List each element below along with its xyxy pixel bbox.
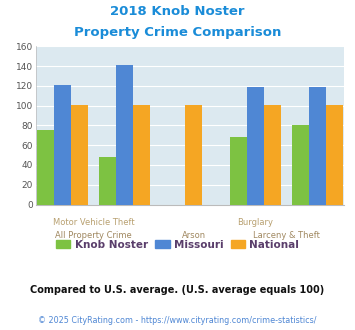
Bar (133, 105, 150, 205)
Bar (264, 105, 281, 205)
Bar (54, 85, 71, 205)
Bar (99, 157, 116, 205)
Bar (71, 105, 88, 205)
Bar (116, 65, 133, 205)
Text: Burglary: Burglary (237, 218, 274, 227)
Text: All Property Crime: All Property Crime (55, 231, 132, 240)
Text: © 2025 CityRating.com - https://www.cityrating.com/crime-statistics/: © 2025 CityRating.com - https://www.city… (38, 316, 317, 325)
Text: Compared to U.S. average. (U.S. average equals 100): Compared to U.S. average. (U.S. average … (31, 285, 324, 295)
Bar (326, 105, 343, 205)
Bar (230, 137, 247, 205)
Text: Arson: Arson (182, 231, 206, 240)
Legend: Knob Noster, Missouri, National: Knob Noster, Missouri, National (51, 236, 304, 254)
Text: 2018 Knob Noster: 2018 Knob Noster (110, 5, 245, 18)
Bar (37, 130, 54, 205)
Text: Motor Vehicle Theft: Motor Vehicle Theft (53, 218, 134, 227)
Text: Property Crime Comparison: Property Crime Comparison (74, 26, 281, 39)
Bar (247, 87, 264, 205)
Text: Larceny & Theft: Larceny & Theft (253, 231, 320, 240)
Bar (309, 87, 326, 205)
Bar (292, 125, 309, 205)
Bar (185, 105, 202, 205)
